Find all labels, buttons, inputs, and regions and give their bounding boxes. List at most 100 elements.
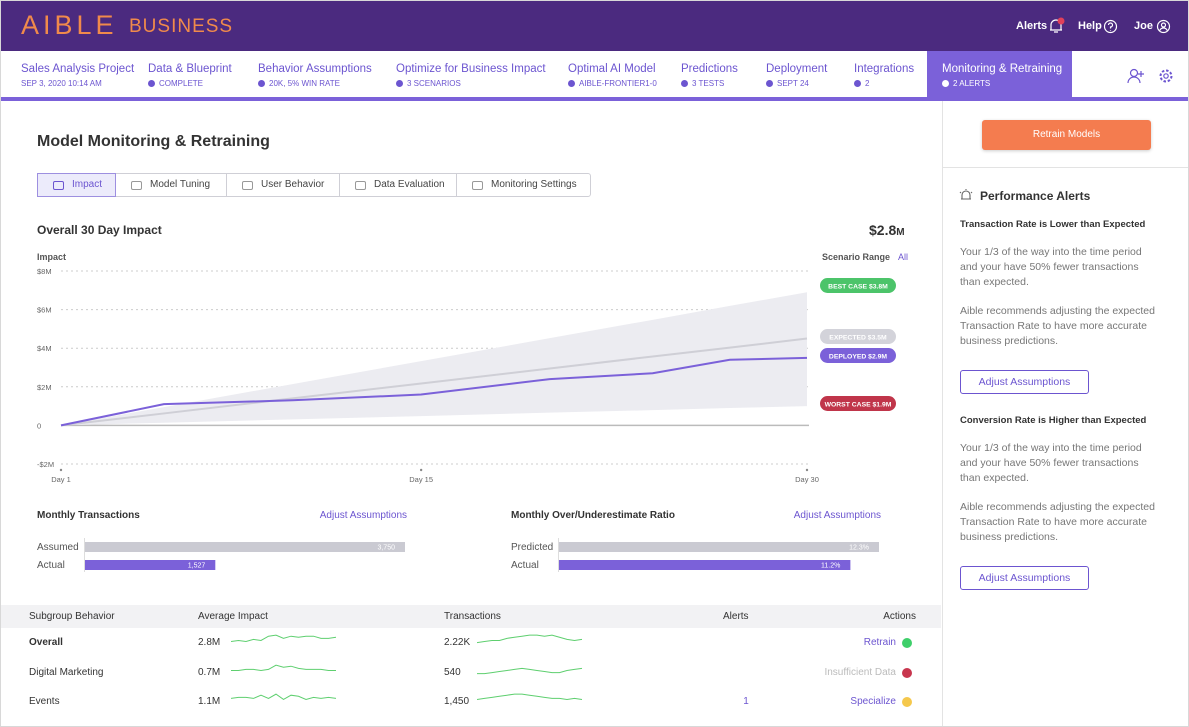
avg-impact: 0.7M bbox=[198, 667, 221, 678]
transactions: 540 bbox=[444, 667, 461, 678]
tab[interactable]: Model Tuning bbox=[116, 174, 227, 196]
callout-pill bbox=[820, 329, 896, 344]
scenario-band bbox=[61, 292, 807, 426]
total-value: $2.8 bbox=[869, 222, 897, 238]
action-link[interactable]: Retrain bbox=[863, 637, 896, 648]
user-link[interactable]: Joe bbox=[1134, 20, 1153, 32]
column-header: Average Impact bbox=[198, 611, 268, 622]
alert-text: Aible recommends adjusting the expected … bbox=[960, 501, 1155, 543]
callout-label: BEST CASE $3.8M bbox=[828, 284, 888, 291]
y-tick-label: -$2M bbox=[37, 460, 54, 469]
settings-icon[interactable] bbox=[1158, 68, 1174, 84]
series-line bbox=[60, 356, 808, 427]
avg-impact: 1.1M bbox=[198, 696, 221, 707]
bar bbox=[85, 560, 216, 570]
bar bbox=[85, 542, 405, 552]
nav-title: Data & Blueprint bbox=[148, 63, 232, 75]
subgroup-name: Digital Marketing bbox=[29, 667, 104, 678]
transactions: 2.22K bbox=[444, 637, 471, 648]
tab-bar: Impact Model Tuning User Behavior Data Eval… bbox=[37, 173, 591, 197]
total-unit: M bbox=[896, 227, 905, 238]
nav-step[interactable]: Integrations 2 bbox=[854, 63, 914, 88]
adjust-button[interactable]: Adjust Assumptions bbox=[960, 566, 1089, 590]
nav-step[interactable]: Optimize for Business Impact 3 SCENARIOS bbox=[396, 63, 546, 88]
scenario-value: All bbox=[898, 252, 908, 262]
impact-title: Overall 30 Day Impact bbox=[37, 223, 162, 237]
sparkline bbox=[231, 664, 336, 671]
avg-impact: 2.8M bbox=[198, 637, 221, 648]
bar-action[interactable]: Adjust Assumptions bbox=[320, 510, 407, 521]
sparkline-path bbox=[477, 634, 583, 644]
column-header: Transactions bbox=[444, 611, 501, 622]
sparkline-path bbox=[231, 664, 336, 671]
action-link[interactable]: Specialize bbox=[850, 696, 896, 707]
add-user-icon[interactable] bbox=[1126, 67, 1146, 85]
tab[interactable]: Impact bbox=[37, 173, 116, 197]
callout-pill bbox=[820, 278, 896, 293]
action-link[interactable]: Insufficient Data bbox=[824, 667, 896, 678]
status-dot bbox=[902, 668, 912, 678]
y-tick-label: $4M bbox=[37, 344, 52, 353]
logo-sub: BUSINESS bbox=[129, 16, 234, 37]
column-header: Alerts bbox=[723, 611, 749, 622]
table-header bbox=[1, 605, 941, 628]
tab[interactable]: User Behavior bbox=[227, 174, 340, 196]
top-bar: AIBLE BUSINESS Alerts Help Joe bbox=[1, 1, 1188, 51]
nav-title: Behavior Assumptions bbox=[258, 63, 372, 75]
alert-title: Conversion Rate is Higher than Expected bbox=[960, 415, 1147, 426]
x-tick-label: Day 30 bbox=[795, 475, 819, 484]
retrain-button[interactable]: Retrain Models bbox=[982, 120, 1151, 150]
nav-title: Sales Analysis Project bbox=[21, 63, 135, 75]
tab[interactable]: Data Evaluation bbox=[340, 174, 457, 196]
logo: AIBLE bbox=[21, 10, 118, 40]
nav-step[interactable]: Deployment SEPT 24 bbox=[766, 63, 827, 88]
sparkline-path bbox=[477, 667, 583, 675]
subgroup-name: Events bbox=[29, 696, 60, 707]
y-tick-label: $6M bbox=[37, 306, 52, 315]
tab[interactable]: Monitoring Settings bbox=[457, 174, 590, 196]
nav-step[interactable]: Predictions 3 TESTS bbox=[681, 63, 738, 88]
x-tick-label: Day 15 bbox=[409, 475, 433, 484]
nav-title: Predictions bbox=[681, 63, 738, 75]
sparkline bbox=[477, 693, 583, 700]
series-line bbox=[60, 337, 808, 427]
user-icon[interactable] bbox=[1156, 19, 1171, 34]
nav-step[interactable]: Sales Analysis Project SEP 3, 2020 10:14 … bbox=[21, 63, 134, 88]
bar-category: Actual bbox=[511, 560, 539, 571]
nav-step[interactable]: Monitoring & Retraining 2 ALERTS bbox=[942, 63, 1062, 88]
bar-value-label: 11.2% bbox=[821, 563, 840, 570]
bar-category: Actual bbox=[37, 560, 65, 571]
alert-text: Your 1/3 of the way into the time period… bbox=[960, 442, 1142, 484]
bar bbox=[559, 560, 851, 570]
y-axis-label: Impact bbox=[37, 252, 66, 262]
bar bbox=[559, 542, 879, 552]
bar-value-label: 1,527 bbox=[188, 563, 206, 570]
nav-step[interactable]: Optimal AI Model AIBLE-FRONTIER1-0 bbox=[568, 63, 657, 88]
alert-text: Your 1/3 of the way into the time period… bbox=[960, 246, 1142, 288]
impact-total: $2.8M bbox=[869, 222, 905, 238]
adjust-button[interactable]: Adjust Assumptions bbox=[960, 370, 1089, 394]
help-link[interactable]: Help bbox=[1078, 20, 1102, 32]
x-tick bbox=[419, 468, 423, 472]
nav-title: Monitoring & Retraining bbox=[942, 63, 1063, 75]
sparkline bbox=[231, 693, 337, 701]
y-tick-label: $2M bbox=[37, 383, 52, 392]
bar-action[interactable]: Adjust Assumptions bbox=[794, 510, 881, 521]
help-icon[interactable] bbox=[1103, 19, 1118, 34]
nav-step[interactable]: Behavior Assumptions 20K, 5% WIN RATE bbox=[258, 63, 372, 88]
nav-subtitle: SEP 3, 2020 10:14 AM bbox=[21, 79, 102, 88]
sparkline-path bbox=[231, 693, 337, 701]
subgroup-name: Overall bbox=[29, 637, 63, 648]
x-tick bbox=[59, 468, 63, 472]
alerts-link[interactable]: Alerts bbox=[1016, 20, 1048, 32]
alert-text: Aible recommends adjusting the expected … bbox=[960, 305, 1155, 347]
sparkline-path bbox=[477, 693, 583, 700]
bar-category: Assumed bbox=[37, 542, 79, 553]
nav-subtitle: 3 SCENARIOS bbox=[396, 79, 546, 88]
impact-chart: Impact Scenario Range All -$2M 0 $2M $4M $6M $8M… bbox=[37, 252, 908, 484]
nav-step[interactable]: Data & Blueprint COMPLETE bbox=[148, 63, 232, 88]
bell-icon[interactable] bbox=[1047, 17, 1065, 35]
transactions-bars: Monthly Transactions Adjust Assumptions As… bbox=[37, 510, 407, 572]
x-tick-label: Day 1 bbox=[51, 475, 71, 484]
callout-pill bbox=[820, 348, 896, 363]
